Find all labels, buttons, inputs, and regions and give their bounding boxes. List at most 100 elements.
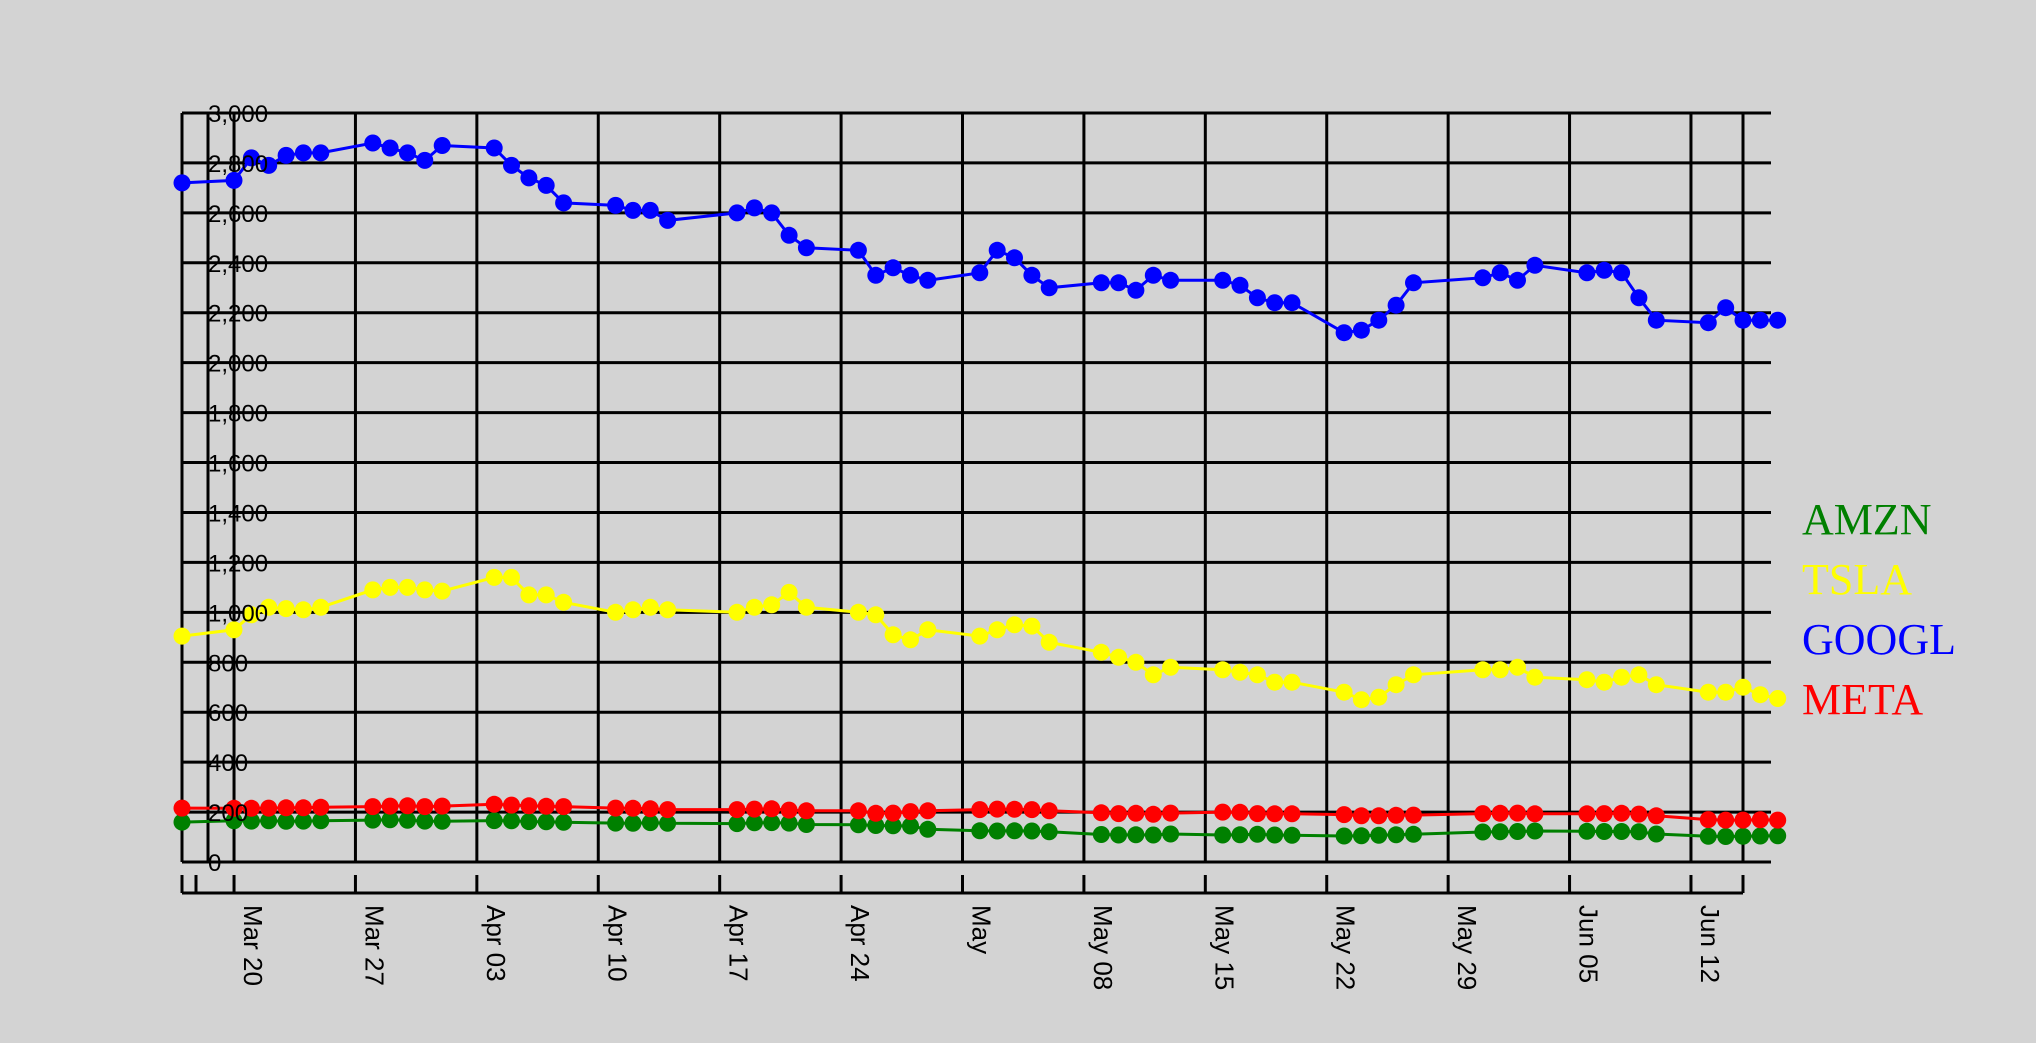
data-point (1092, 274, 1110, 292)
data-point (1266, 826, 1284, 844)
y-tick-label: 2,200 (208, 301, 268, 328)
data-point (1231, 276, 1249, 294)
data-point (1023, 822, 1041, 840)
data-point (884, 817, 902, 835)
data-point (173, 813, 191, 831)
data-point (1751, 311, 1769, 329)
data-point (1248, 825, 1266, 843)
data-point (364, 798, 382, 816)
data-point (1578, 264, 1596, 282)
data-point (503, 156, 520, 174)
data-point (1751, 827, 1769, 845)
data-point (225, 171, 243, 189)
data-point (225, 799, 243, 817)
y-tick-label: 1,000 (208, 600, 268, 627)
data-point (1630, 666, 1648, 684)
data-point (1647, 807, 1665, 825)
data-point (1613, 804, 1631, 822)
data-point (728, 603, 746, 621)
data-point (1214, 271, 1232, 289)
data-point (433, 137, 451, 154)
data-point (1491, 823, 1509, 841)
data-point (919, 802, 937, 820)
data-point (1248, 289, 1266, 307)
data-point (416, 151, 434, 169)
y-tick-label: 2,000 (208, 351, 268, 378)
data-point (1405, 666, 1422, 684)
data-point (1006, 249, 1023, 267)
data-point (399, 797, 416, 815)
x-tick-label: May (967, 905, 997, 954)
data-point (1006, 616, 1023, 634)
data-point (728, 204, 746, 222)
data-point (1110, 826, 1128, 844)
x-tick-label: May 08 (1088, 905, 1118, 990)
data-point (780, 226, 798, 244)
data-point (381, 578, 399, 596)
data-point (849, 816, 867, 834)
data-point (520, 813, 538, 831)
data-point (919, 621, 937, 639)
data-point (1595, 261, 1613, 279)
data-point (1370, 688, 1388, 706)
y-axis-tick-labels: 0 200 400 600 800 1,000 1,200 1,400 1,600 1,800 2,… (208, 101, 268, 877)
data-point (1387, 676, 1405, 694)
data-point (242, 149, 260, 167)
data-point (1092, 643, 1110, 661)
data-point (1526, 805, 1544, 823)
data-point (971, 264, 989, 282)
data-point (1335, 683, 1353, 701)
data-point (1595, 823, 1613, 840)
data-point (763, 814, 781, 832)
data-point (1769, 827, 1787, 845)
data-point (1734, 678, 1752, 696)
x-tick-label: May 15 (1209, 905, 1239, 990)
x-tick-label: Apr 24 (845, 905, 875, 982)
data-point (1491, 661, 1509, 679)
data-point (971, 801, 989, 819)
data-point (1127, 826, 1145, 844)
data-point (1023, 801, 1041, 819)
x-tick-label: May 22 (1331, 905, 1361, 990)
data-point (1092, 826, 1110, 843)
series-line-googl (181, 141, 1778, 335)
data-point (1613, 264, 1631, 282)
data-point (485, 812, 503, 830)
data-point (260, 812, 278, 830)
x-tick-label: Apr 10 (602, 905, 632, 982)
series-points-tsla (173, 568, 1787, 709)
data-point (867, 817, 885, 834)
data-point (867, 804, 885, 822)
data-point (607, 196, 625, 214)
data-point (1630, 805, 1648, 823)
data-point (1509, 804, 1526, 822)
data-point (624, 814, 642, 832)
y-tick-label: 2,800 (208, 151, 268, 178)
data-point (1006, 800, 1023, 818)
data-point (1370, 807, 1388, 825)
data-point (1630, 289, 1648, 307)
data-point (520, 797, 538, 815)
data-point (485, 139, 503, 157)
data-point (1474, 805, 1492, 823)
data-point (537, 797, 555, 815)
data-point (1162, 804, 1180, 822)
data-point (902, 266, 919, 284)
data-point (607, 799, 625, 817)
data-point (728, 801, 746, 819)
data-point (260, 799, 278, 817)
data-point (988, 800, 1006, 818)
data-point (763, 204, 781, 222)
data-point (1578, 805, 1596, 823)
x-tick-label: Apr 17 (724, 905, 754, 982)
data-point (1214, 661, 1232, 679)
data-point (537, 813, 555, 831)
data-point (277, 146, 295, 164)
series-points (173, 134, 1787, 845)
data-point (294, 799, 312, 817)
y-tick-label: 400 (208, 750, 248, 777)
data-point (902, 631, 919, 649)
data-point (1526, 822, 1544, 840)
data-point (1699, 683, 1717, 701)
data-point (1613, 668, 1631, 686)
